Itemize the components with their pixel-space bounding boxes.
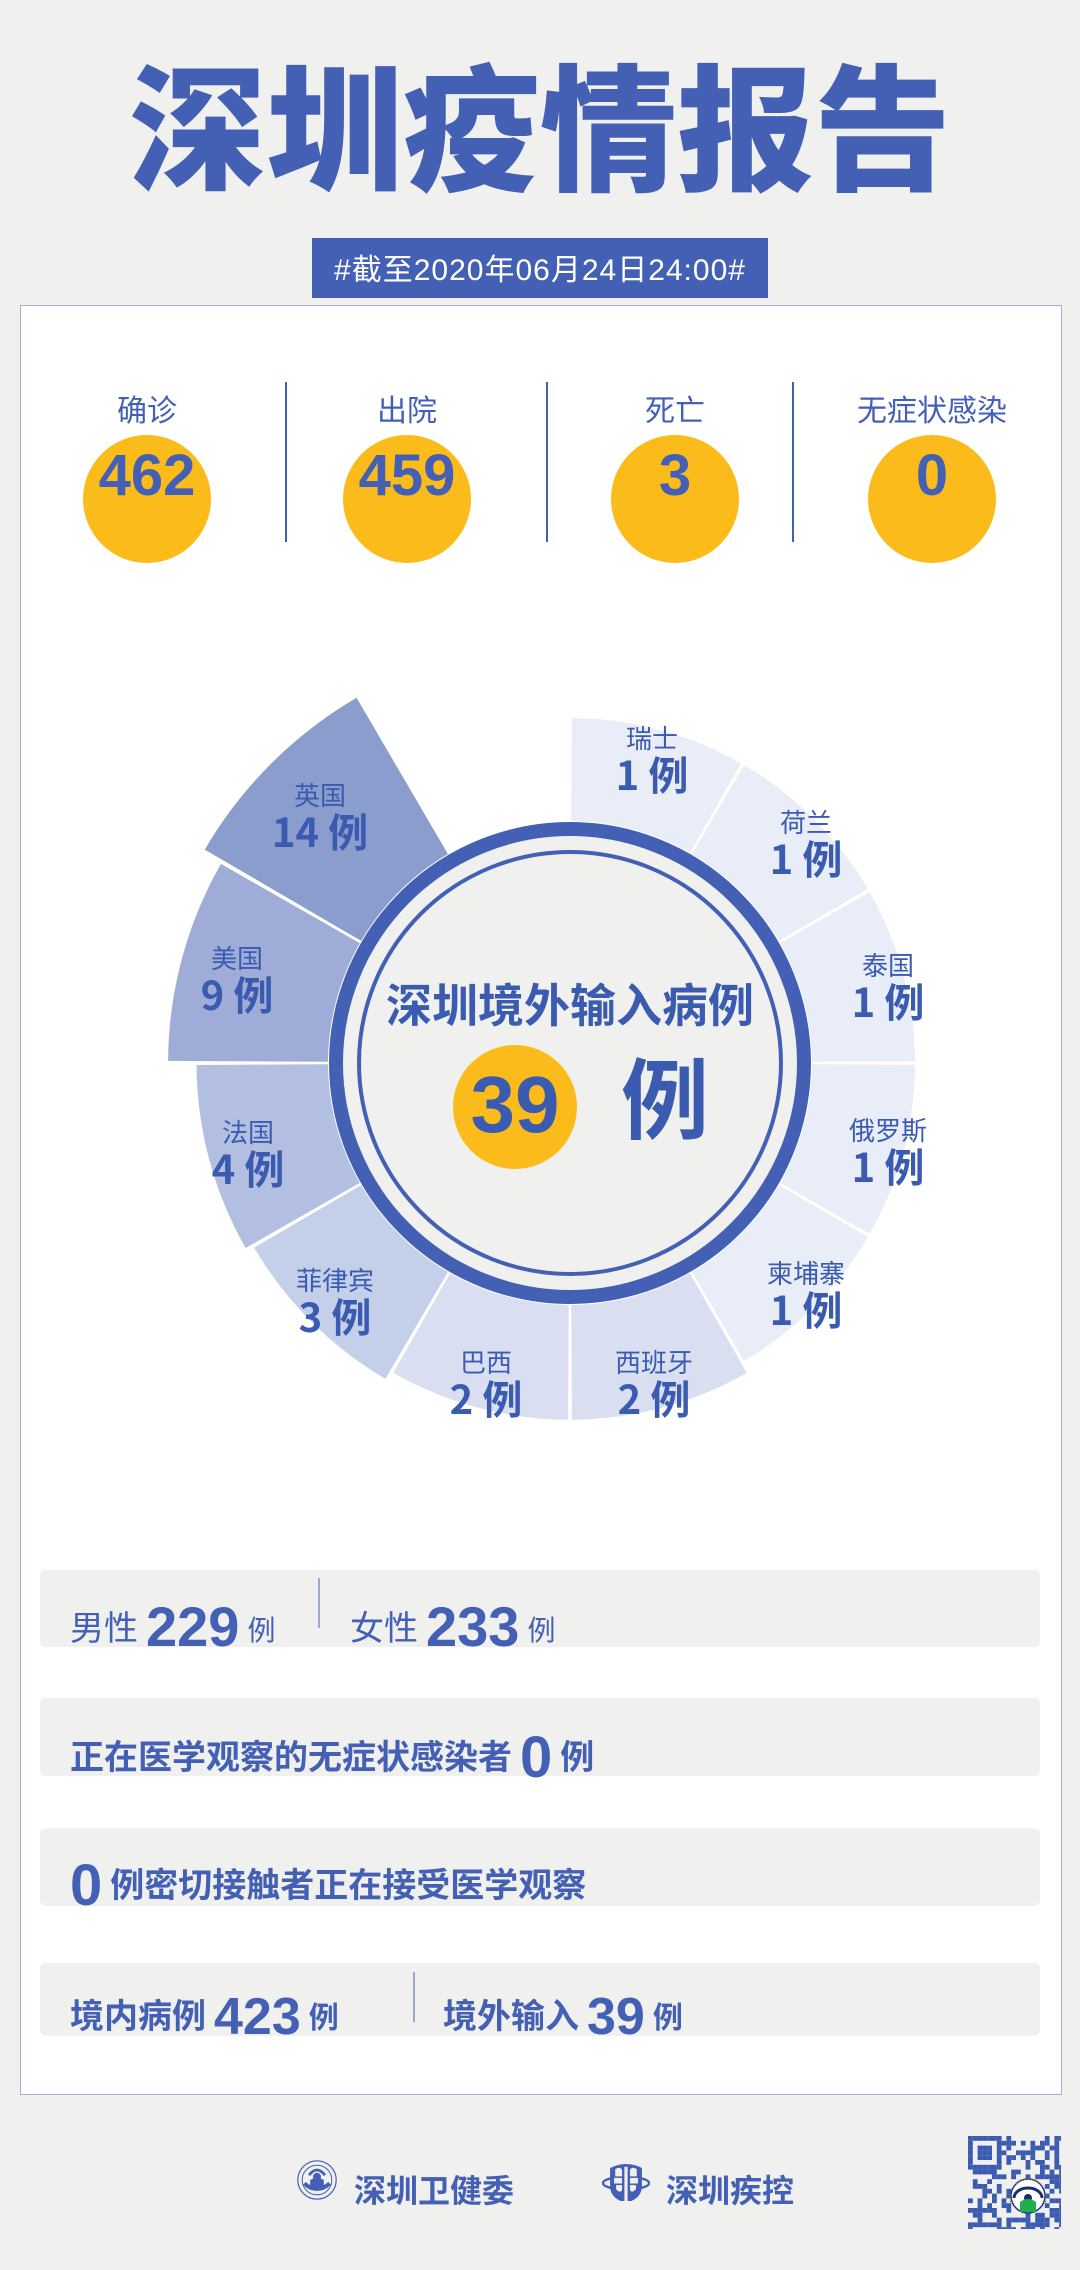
svg-text:1 例: 1 例 — [616, 744, 689, 802]
svg-text:4 例: 4 例 — [212, 1138, 285, 1196]
svg-text:9 例: 9 例 — [201, 964, 274, 1022]
svg-text:2 例: 2 例 — [618, 1368, 691, 1426]
svg-text:例: 例 — [621, 1031, 709, 1158]
svg-text:1 例: 1 例 — [770, 828, 843, 886]
svg-text:39: 39 — [471, 1060, 560, 1149]
svg-text:3 例: 3 例 — [299, 1286, 372, 1344]
svg-text:1 例: 1 例 — [852, 1136, 925, 1194]
svg-text:14 例: 14 例 — [272, 801, 368, 859]
svg-text:深圳境外输入病例: 深圳境外输入病例 — [386, 970, 754, 1036]
svg-text:2 例: 2 例 — [450, 1368, 523, 1426]
svg-text:1 例: 1 例 — [770, 1279, 843, 1337]
svg-text:1 例: 1 例 — [852, 971, 925, 1029]
